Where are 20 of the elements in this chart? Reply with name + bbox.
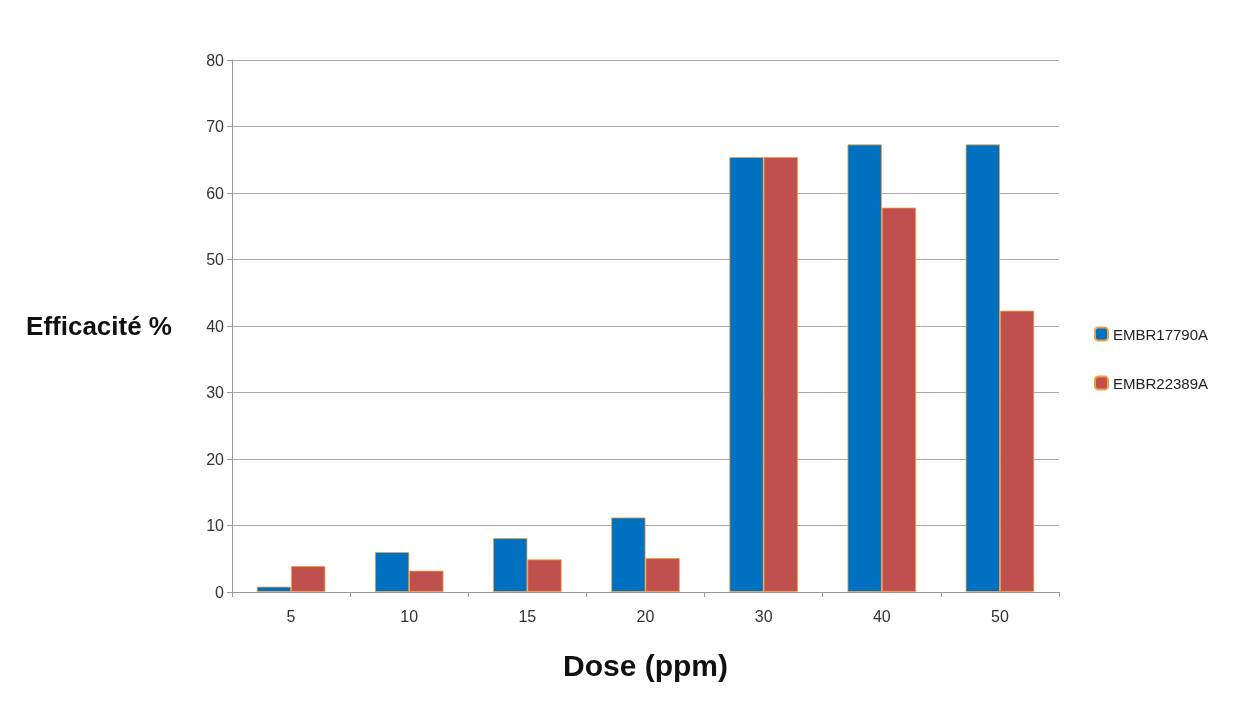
legend-label: EMBR17790A [1112,325,1209,343]
y-tick-label: 30 [206,384,225,401]
y-tick-label: 60 [206,184,225,202]
x-axis-title: Dose (ppm) [563,648,728,682]
y-tick-label: 80 [206,51,225,69]
y-tick-label: 50 [206,251,225,268]
x-tick-label: 20 [636,607,655,625]
y-tick-label: 20 [206,450,225,468]
x-tick-label: 10 [400,607,419,625]
y-tick-label: 10 [206,517,225,534]
x-tick-label: 40 [872,607,891,625]
y-axis-title: Efficacité % [26,311,172,341]
legend-label: EMBR22389A [1112,374,1209,392]
y-tick-label: 0 [215,583,225,601]
x-tick-label: 15 [518,607,537,625]
x-tick-label: 5 [286,607,296,625]
y-tick-label: 40 [206,317,225,335]
x-tick-label: 50 [991,607,1009,625]
x-tick-label: 30 [754,607,773,625]
y-tick-label: 70 [206,118,225,135]
